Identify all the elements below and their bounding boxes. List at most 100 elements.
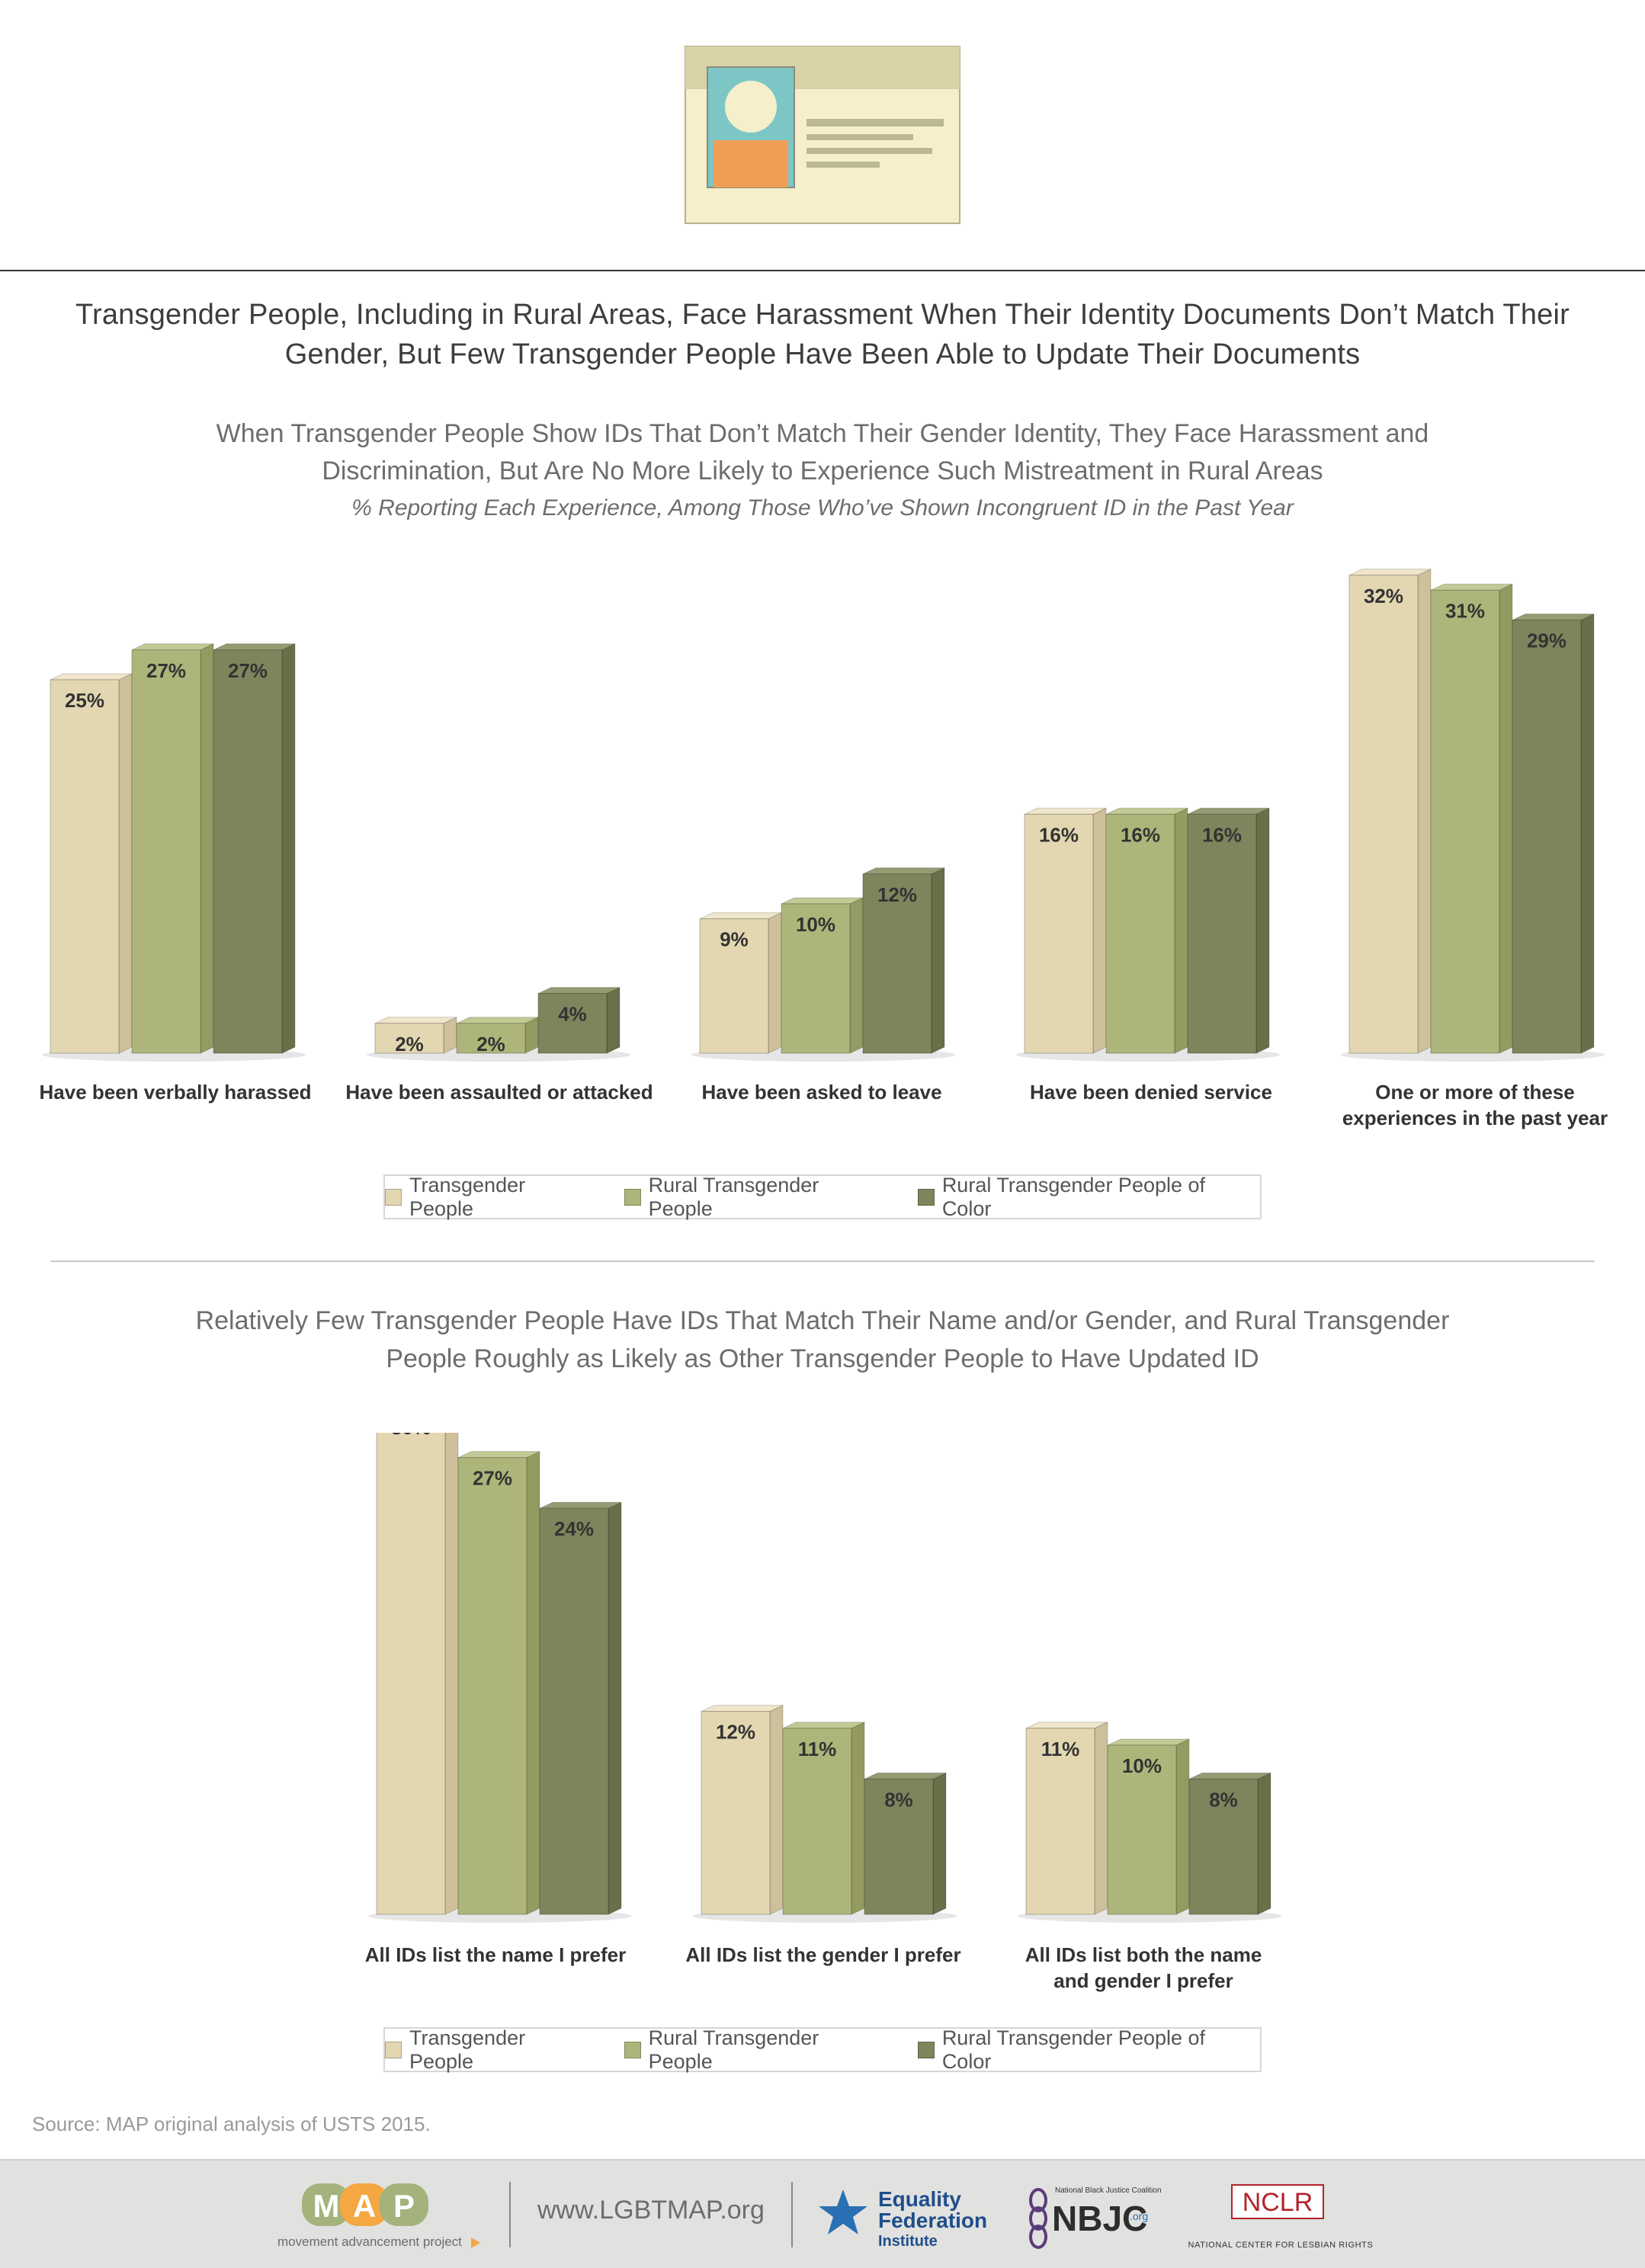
bar-value-label: 9% — [720, 928, 749, 951]
legend-item-transgender: Transgender People — [385, 2026, 595, 2074]
bar-1-0-2 — [539, 1501, 622, 1915]
map-tagline: movement advancement project — [277, 2234, 462, 2249]
nbjc-logo[interactable]: National Black Justice Coalition NBJC .o… — [1021, 2176, 1174, 2255]
map-letter-m: M — [313, 2188, 340, 2224]
nbjc-small-label: National Black Justice Coalition — [1055, 2186, 1162, 2195]
bar-value-label: 24% — [554, 1517, 594, 1540]
bar-value-label: 11% — [1041, 1738, 1080, 1760]
bar-0-3-2 — [1187, 807, 1270, 1054]
bar-0-0-1 — [131, 643, 214, 1054]
chart1-category-label: Have been denied service — [1030, 1081, 1272, 1104]
equality-federation-logo[interactable]: Equality Federation Institute — [817, 2177, 1005, 2254]
top-divider — [0, 270, 1645, 271]
map-arrow-icon — [471, 2238, 480, 2248]
legend-swatch — [624, 2041, 641, 2058]
id-card-icon — [685, 46, 960, 224]
legend-swatch — [624, 1188, 641, 1206]
chart1-category-label: Have been asked to leave — [701, 1081, 942, 1104]
bar-value-label: 4% — [558, 1003, 587, 1026]
chain-links-icon — [1029, 2188, 1047, 2249]
bar-value-label: 12% — [877, 883, 917, 906]
map-letter-p: P — [393, 2188, 415, 2224]
bar-value-label: 2% — [476, 1033, 505, 1056]
bar-value-label: 31% — [1445, 599, 1485, 622]
bar-0-1-1 — [456, 1017, 539, 1054]
efi-line2: Federation — [878, 2209, 987, 2232]
bar-1-0-1 — [457, 1450, 540, 1915]
chart2-subtitle-line1: Relatively Few Transgender People Have I… — [195, 1306, 1450, 1335]
bar-0-1-2 — [537, 986, 620, 1054]
main-title-line1: Transgender People, Including in Rural A… — [75, 299, 1570, 331]
lgbtmap-link[interactable]: www.LGBTMAP.org — [537, 2196, 765, 2225]
map-logo[interactable]: M A P movement advancement project — [271, 2177, 500, 2254]
efi-line1: Equality — [878, 2187, 961, 2211]
chart2-category-label: All IDs list the gender I prefer — [685, 1943, 961, 1966]
bar-value-label: 27% — [473, 1467, 512, 1490]
source-note: Source: MAP original analysis of USTS 20… — [32, 2113, 431, 2135]
legend-label: Rural Transgender People of Color — [941, 2026, 1206, 2073]
bar-value-label: 10% — [796, 913, 835, 936]
chart2-subtitle-line2: People Roughly as Likely as Other Transg… — [386, 1344, 1259, 1373]
chart1-legend: Transgender People Rural Transgender Peo… — [383, 1173, 1262, 1221]
bar-value-label: 8% — [1209, 1788, 1238, 1811]
bar-0-2-2 — [862, 867, 945, 1054]
map-letter-a: A — [353, 2188, 376, 2224]
bar-value-label: 32% — [1364, 585, 1403, 607]
chart2-category-label: All IDs list the name I prefer — [364, 1943, 627, 1966]
bar-0-3-1 — [1105, 807, 1188, 1054]
legend-item-rural: Rural Transgender People — [624, 2026, 889, 2074]
footer-divider — [791, 2182, 793, 2247]
bar-1-1-1 — [782, 1722, 865, 1915]
legend-label: Rural Transgender People of Color — [941, 1173, 1206, 1220]
chart1-subtitle-line1: When Transgender People Show IDs That Do… — [216, 419, 1429, 448]
footer: M A P movement advancement project www.L… — [0, 2159, 1645, 2268]
chart2-bars: 30% 27% 24% 12% 11% 8% 11% 10% 8% — [368, 1433, 1281, 1923]
legend-label: Rural Transgender People — [648, 1173, 819, 1220]
bar-0-4-1 — [1430, 583, 1513, 1054]
chart1-note: % Reporting Each Experience, Among Those… — [351, 495, 1294, 521]
legend-swatch — [917, 2041, 935, 2058]
chart1-bars: 25% 27% 27% 2% 2% 4% 9% 10% 12% 16% 16% 16% 32% 31% 29… — [42, 569, 1605, 1062]
section-divider — [50, 1261, 1595, 1262]
legend-label: Transgender People — [409, 2026, 526, 2073]
bar-0-4-2 — [1512, 613, 1595, 1054]
nbjc-name: NBJC — [1052, 2199, 1147, 2238]
bar-value-label: 2% — [395, 1033, 424, 1056]
legend-item-rural-poc: Rural Transgender People of Color — [917, 1173, 1260, 1221]
bar-value-label: 29% — [1527, 629, 1566, 652]
bar-value-label: 27% — [228, 659, 268, 682]
legend-item-transgender: Transgender People — [385, 1174, 595, 1221]
legend-item-rural-poc: Rural Transgender People of Color — [917, 2026, 1260, 2074]
nbjc-org: .org — [1130, 2210, 1148, 2222]
main-title-line2: Gender, But Few Transgender People Have … — [284, 338, 1361, 370]
bar-value-label: 16% — [1202, 823, 1242, 846]
nclr-name: NCLR — [1243, 2188, 1313, 2217]
bar-0-3-0 — [1024, 807, 1107, 1054]
chart1-category-label: Have been verbally harassed — [39, 1081, 312, 1104]
bar-value-label: 10% — [1122, 1754, 1162, 1777]
efi-line3: Institute — [878, 2233, 938, 2250]
chart1-category-label: Have been assaulted or attacked — [345, 1081, 653, 1104]
bar-1-2-2 — [1188, 1772, 1271, 1915]
bar-1-1-0 — [701, 1704, 784, 1915]
legend-swatch — [917, 1188, 935, 1206]
bar-1-2-0 — [1025, 1722, 1108, 1915]
chart2-legend: Transgender People Rural Transgender Peo… — [383, 2026, 1262, 2074]
bar-0-0-2 — [213, 643, 296, 1054]
bar-1-1-2 — [864, 1772, 947, 1915]
chart1-category-label: One or more of these experiences in the … — [1342, 1081, 1608, 1129]
bar-0-4-0 — [1348, 569, 1432, 1054]
bar-1-0-0 — [376, 1433, 459, 1915]
star-icon — [819, 2190, 867, 2234]
legend-swatch — [385, 1188, 402, 1206]
footer-divider — [509, 2182, 511, 2247]
nclr-logo[interactable]: NCLR NATIONAL CENTER FOR LESBIAN RIGHTS — [1183, 2179, 1378, 2255]
bar-value-label: 27% — [146, 659, 186, 682]
legend-label: Rural Transgender People — [648, 2026, 819, 2073]
bar-value-label: 11% — [798, 1738, 837, 1760]
chart1-subtitle-line2: Discrimination, But Are No More Likely t… — [322, 456, 1323, 485]
bar-value-label: 30% — [391, 1433, 431, 1439]
bar-0-2-0 — [699, 911, 782, 1054]
legend-label: Transgender People — [409, 1173, 526, 1220]
legend-item-rural: Rural Transgender People — [624, 1174, 889, 1221]
